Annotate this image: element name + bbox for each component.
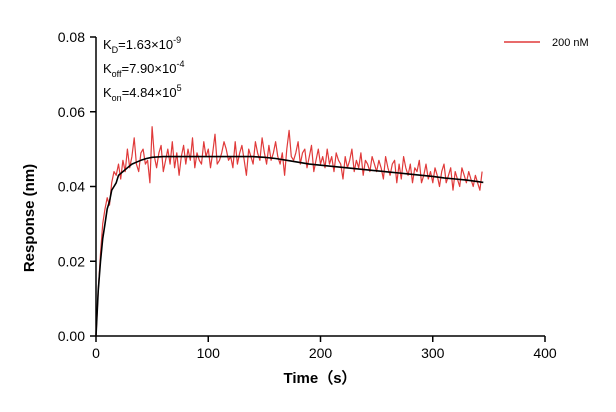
y-tick-label: 0.00 (58, 328, 85, 344)
x-tick-label: 300 (421, 345, 445, 361)
x-tick-label: 400 (533, 345, 557, 361)
fit-curve-line (95, 155, 484, 337)
x-tick-label: 100 (197, 345, 221, 361)
annotation-value: =1.63×10 (118, 37, 173, 52)
annotation-subscript: D (112, 45, 119, 55)
annotation-symbol: K (103, 37, 112, 52)
annotation-line: Koff=7.90×10-4 (103, 59, 184, 79)
annotation-superscript: 5 (177, 83, 182, 93)
annotation-superscript: -4 (176, 59, 184, 69)
annotation-symbol: K (103, 85, 112, 100)
x-tick-label: 200 (309, 345, 333, 361)
x-ticks: 0 100 200 300 400 (92, 336, 557, 361)
annotation-line: KD=1.63×10-9 (103, 35, 181, 55)
y-ticks: 0.00 0.02 0.04 0.06 0.08 (58, 29, 96, 344)
annotation-symbol: K (103, 61, 112, 76)
annotation-value: =4.84×10 (122, 85, 177, 100)
series-layer (95, 126, 484, 337)
legend: 200 nM (504, 37, 589, 49)
y-tick-label: 0.04 (58, 179, 85, 195)
legend-label: 200 nM (552, 37, 589, 49)
x-tick-label: 0 (92, 345, 100, 361)
annotation-superscript: -9 (173, 35, 181, 45)
series-line-200nm (95, 126, 483, 337)
y-tick-label: 0.02 (58, 253, 85, 269)
annotation-line: Kon=4.84×105 (103, 83, 182, 103)
annotation-subscript: on (112, 93, 122, 103)
x-axis-title: Time（s） (283, 369, 356, 387)
axes (95, 37, 545, 337)
y-axis-title: Response (nm) (21, 164, 38, 272)
annotation-subscript: off (112, 69, 122, 79)
y-tick-label: 0.08 (58, 29, 85, 45)
y-tick-label: 0.06 (58, 104, 85, 120)
annotation-value: =7.90×10 (122, 61, 177, 76)
